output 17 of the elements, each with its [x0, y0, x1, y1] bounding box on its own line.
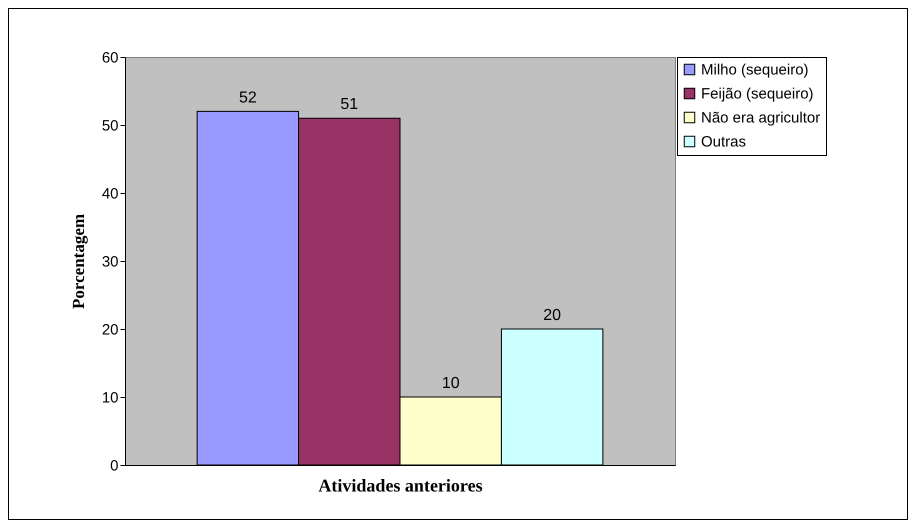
data-label: 51 — [340, 96, 358, 114]
data-label: 20 — [543, 307, 562, 324]
y-tick-label: 30 — [102, 254, 118, 270]
x-axis-title: Atividades anteriores — [318, 476, 483, 496]
y-tick-label: 60 — [102, 50, 118, 66]
y-axis-title: Porcentagem — [68, 214, 88, 310]
data-label: 52 — [238, 89, 257, 106]
legend-label: Não era agricultor — [701, 110, 820, 126]
legend-label: Feijão (sequeiro) — [701, 86, 814, 102]
legend-label: Outras — [701, 134, 746, 150]
legend-label: Milho (sequeiro) — [701, 62, 809, 78]
y-tick-label: 50 — [102, 118, 118, 134]
y-tick-label: 0 — [110, 458, 118, 474]
y-tick-label: 20 — [102, 322, 118, 338]
y-tick-label: 10 — [102, 390, 118, 406]
y-tick-label: 40 — [102, 186, 118, 202]
data-label: 10 — [442, 375, 460, 392]
